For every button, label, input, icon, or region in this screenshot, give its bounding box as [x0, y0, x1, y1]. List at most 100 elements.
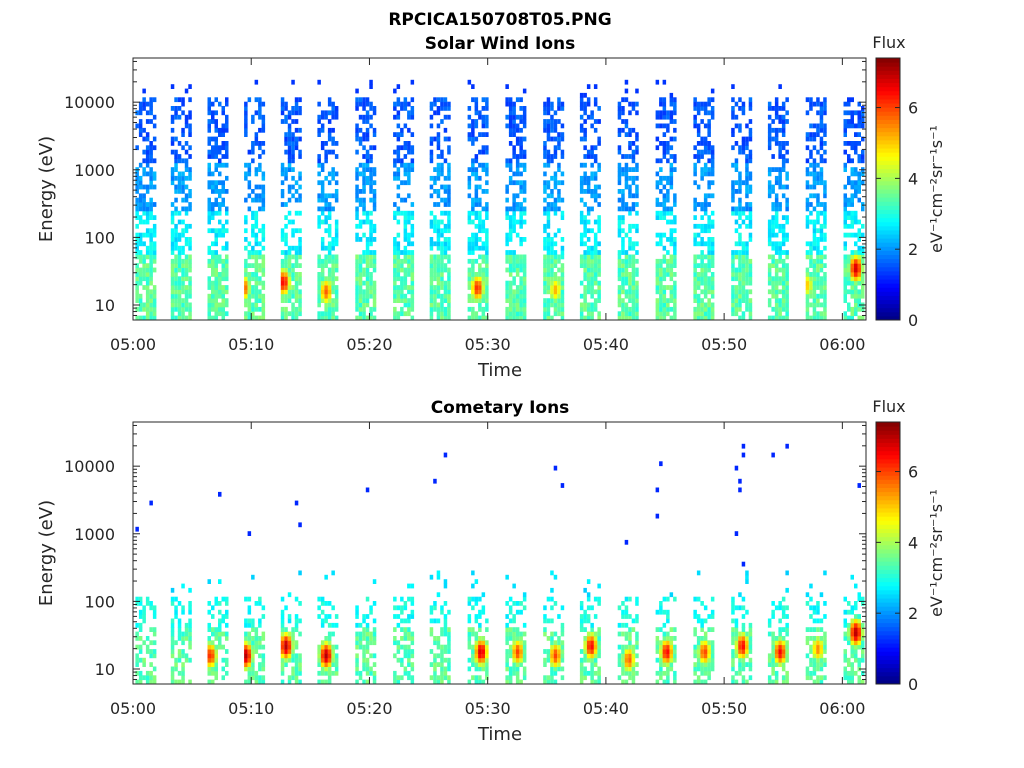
heatmap-cell	[280, 631, 285, 637]
heatmap-cell	[474, 679, 479, 685]
heatmap-cell	[508, 97, 513, 103]
heatmap-cell	[403, 215, 408, 220]
heatmap-cell	[369, 640, 373, 646]
heatmap-cell	[485, 119, 489, 124]
heatmap-cell	[433, 215, 437, 220]
heatmap-cell	[700, 101, 704, 107]
heatmap-cell	[291, 640, 295, 646]
heatmap-cell	[593, 232, 598, 238]
heatmap-cell	[324, 649, 328, 654]
heatmap-cell	[177, 657, 182, 663]
heatmap-cell	[211, 644, 215, 650]
heatmap-cell	[731, 162, 735, 168]
heatmap-cell	[515, 123, 520, 129]
heatmap-cell	[251, 640, 255, 646]
heatmap-cell	[372, 631, 377, 637]
heatmap-cell	[138, 215, 143, 220]
heatmap-cell	[624, 171, 629, 177]
heatmap-cell	[331, 570, 335, 576]
heatmap-cell	[550, 298, 554, 303]
heatmap-cell	[372, 254, 377, 260]
heatmap-cell	[280, 306, 285, 312]
heatmap-cell	[505, 184, 509, 190]
heatmap-cell	[631, 202, 636, 207]
heatmap-cell	[583, 154, 587, 159]
heatmap-cell	[850, 272, 854, 277]
heatmap-cell	[170, 149, 175, 155]
heatmap-cell	[362, 136, 366, 142]
heatmap-cell	[481, 206, 486, 212]
heatmap-cell	[247, 618, 252, 624]
colorbar-swatch	[876, 287, 900, 292]
heatmap-cell	[550, 254, 554, 260]
heatmap-cell	[481, 162, 486, 168]
heatmap-cell	[317, 276, 321, 282]
heatmap-cell	[135, 267, 139, 273]
heatmap-cell	[748, 215, 753, 220]
heatmap-cell	[748, 210, 753, 216]
heatmap-cell	[261, 175, 266, 181]
heatmap-cell	[673, 158, 677, 164]
heatmap-cell	[362, 293, 366, 299]
heatmap-cell	[138, 119, 143, 124]
heatmap-cell	[400, 306, 404, 312]
heatmap-cell	[635, 175, 639, 181]
heatmap-cell	[331, 315, 335, 321]
heatmap-cell	[355, 149, 359, 155]
heatmap-cell	[590, 123, 594, 129]
heatmap-cell	[560, 250, 565, 255]
heatmap-cell	[774, 167, 779, 172]
heatmap-cell	[731, 254, 735, 260]
heatmap-cell	[393, 298, 397, 303]
heatmap-cell	[847, 154, 851, 159]
heatmap-cell	[553, 631, 558, 637]
heatmap-cell	[327, 679, 332, 685]
heatmap-cell	[593, 154, 598, 159]
heatmap-cell	[546, 311, 551, 317]
heatmap-cell	[508, 258, 513, 264]
heatmap-cell	[819, 127, 824, 133]
heatmap-cell	[823, 132, 827, 137]
heatmap-cell	[142, 127, 146, 133]
heatmap-cell	[355, 653, 359, 659]
heatmap-cell	[331, 653, 335, 659]
heatmap-cell	[355, 206, 359, 212]
heatmap-cell	[543, 258, 547, 264]
heatmap-cell	[433, 605, 437, 611]
heatmap-cell	[403, 167, 408, 172]
heatmap-cell	[847, 210, 851, 216]
heatmap-cell	[355, 315, 359, 321]
heatmap-cell	[693, 315, 697, 321]
heatmap-cell	[170, 210, 175, 216]
heatmap-cell	[485, 302, 489, 308]
heatmap-cell	[522, 605, 527, 611]
heatmap-cell	[673, 202, 677, 207]
heatmap-cell	[403, 302, 408, 308]
heatmap-cell	[693, 285, 697, 290]
heatmap-cell	[700, 302, 704, 308]
heatmap-cell	[597, 167, 601, 172]
heatmap-cell	[597, 258, 601, 264]
heatmap-cell	[655, 285, 660, 290]
heatmap-cell	[546, 237, 551, 242]
heatmap-cell	[700, 289, 704, 295]
heatmap-cell	[291, 272, 295, 277]
heatmap-cell	[152, 228, 157, 234]
heatmap-cell	[467, 596, 472, 602]
heatmap-cell	[291, 636, 295, 641]
heatmap-cell	[553, 149, 558, 155]
heatmap-cell	[254, 272, 259, 277]
heatmap-cell	[586, 636, 591, 641]
heatmap-cell	[666, 263, 670, 268]
heatmap-cell	[214, 636, 218, 641]
heatmap-cell	[474, 197, 479, 203]
heatmap-cell	[745, 276, 749, 282]
heatmap-cell	[369, 263, 373, 268]
heatmap-cell	[731, 298, 735, 303]
heatmap-cell	[407, 631, 411, 637]
heatmap-cell	[508, 272, 513, 277]
heatmap-cell	[407, 670, 411, 676]
colorbar-tick-label: 6	[908, 99, 918, 118]
heatmap-cell	[331, 276, 335, 282]
heatmap-cell	[135, 241, 139, 247]
